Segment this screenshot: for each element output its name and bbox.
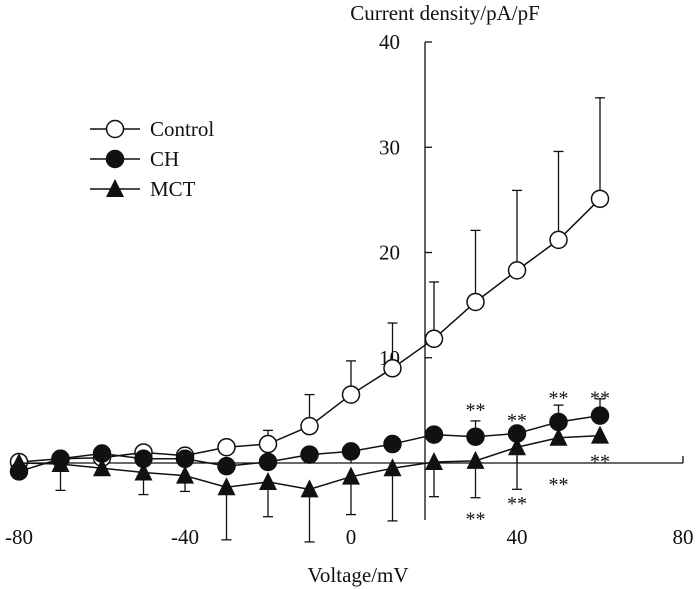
- legend-marker-ch: [105, 149, 125, 169]
- significance-annotations: ** ** ** ** ** ** ** **: [466, 388, 611, 531]
- data-point-ch: [341, 442, 361, 461]
- significance-label: **: [590, 451, 610, 473]
- data-point-mct: [425, 451, 443, 470]
- data-point-mct: [591, 425, 609, 444]
- significance-label: **: [466, 399, 486, 421]
- series-layer: [9, 97, 610, 543]
- legend-item-control: Control: [90, 117, 214, 141]
- data-point-ch: [258, 452, 278, 472]
- data-point-control: [300, 416, 319, 436]
- x-axis-title: Voltage/mV: [307, 563, 408, 587]
- series-mct: [10, 425, 609, 543]
- y-tick-label: 30: [379, 135, 400, 159]
- data-point-mct: [134, 462, 153, 481]
- series-ch: [9, 398, 610, 481]
- legend-label-ch: CH: [150, 147, 179, 171]
- x-ticks: -80 -40 0 40 80: [5, 456, 694, 549]
- legend-label-control: Control: [150, 117, 214, 141]
- legend-item-mct: MCT: [90, 177, 196, 201]
- data-point-control: [466, 292, 485, 312]
- significance-label: **: [507, 493, 527, 515]
- y-tick-label: 20: [379, 241, 400, 265]
- data-point-mct: [51, 454, 70, 473]
- y-axis-title: Current density/pA/pF: [350, 1, 540, 25]
- data-point-control: [507, 261, 527, 280]
- data-point-mct: [466, 450, 485, 469]
- data-point-mct: [10, 453, 28, 471]
- data-point-control: [590, 189, 610, 209]
- data-point-control: [424, 329, 444, 349]
- data-point-control: [258, 434, 278, 454]
- data-point-ch: [300, 445, 319, 464]
- significance-label: **: [507, 410, 527, 432]
- significance-label: **: [549, 388, 569, 410]
- data-point-mct: [342, 466, 360, 485]
- data-point-control: [549, 230, 568, 250]
- data-point-mct: [176, 465, 194, 484]
- data-point-ch: [466, 427, 485, 446]
- data-point-mct: [217, 477, 236, 496]
- data-point-mct: [549, 427, 568, 446]
- x-tick-label: 80: [673, 525, 694, 549]
- significance-label: **: [549, 474, 569, 496]
- data-point-mct: [300, 479, 319, 498]
- data-point-control: [341, 385, 361, 404]
- significance-label: **: [466, 509, 486, 531]
- data-point-ch: [383, 434, 402, 454]
- data-point-ch: [590, 406, 610, 425]
- data-point-mct: [259, 471, 277, 490]
- y-tick-label: 40: [379, 30, 400, 54]
- data-point-ch: [175, 449, 195, 469]
- legend-label-mct: MCT: [150, 177, 196, 201]
- significance-label: **: [590, 388, 610, 410]
- data-point-control: [217, 437, 236, 457]
- data-point-ch: [424, 425, 444, 444]
- data-point-mct: [508, 437, 526, 456]
- legend: Control CH MCT: [90, 117, 214, 201]
- data-point-ch: [217, 456, 236, 476]
- legend-item-ch: CH: [90, 147, 179, 171]
- x-tick-label: 0: [346, 525, 357, 549]
- legend-marker-control: [105, 119, 125, 139]
- x-tick-label: -80: [5, 525, 33, 549]
- data-point-mct: [93, 458, 111, 477]
- x-tick-label: -40: [171, 525, 199, 549]
- data-point-control: [383, 359, 402, 378]
- x-tick-label: 40: [507, 525, 528, 549]
- legend-marker-mct: [106, 179, 124, 197]
- data-point-mct: [383, 458, 402, 477]
